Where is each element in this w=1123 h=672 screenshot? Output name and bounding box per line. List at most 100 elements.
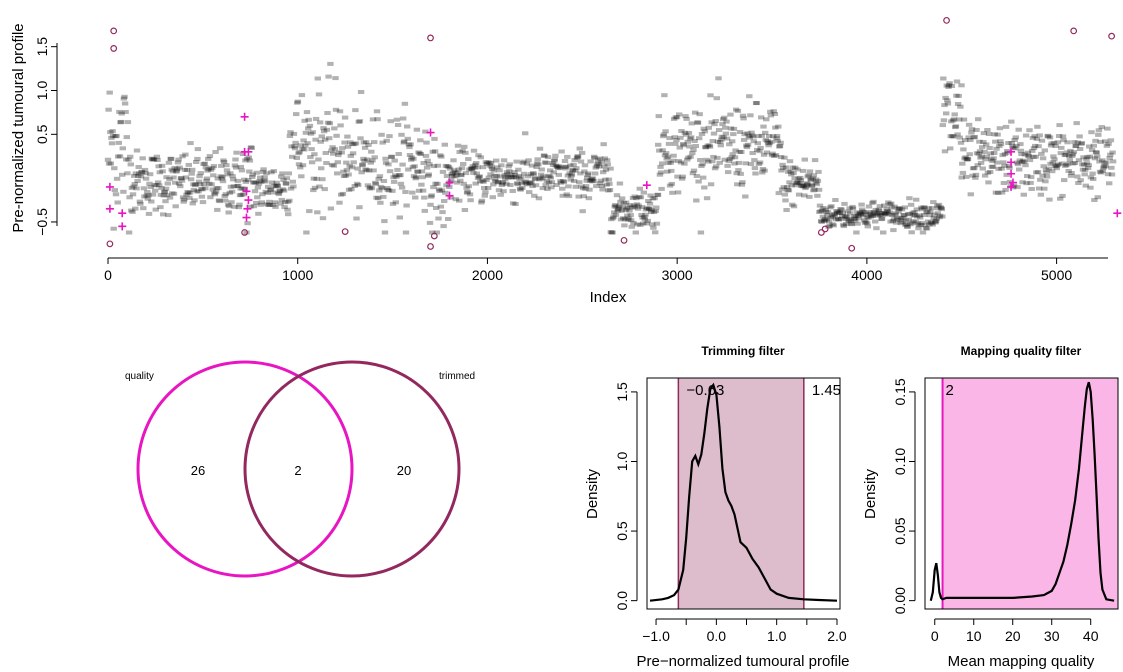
scatter-point: [684, 157, 691, 162]
scatter-point: [178, 176, 185, 181]
scatter-point: [479, 165, 487, 170]
scatter-point: [376, 188, 383, 193]
scatter-point: [492, 179, 499, 184]
scatter-point: [279, 187, 287, 192]
scatter-point: [832, 198, 839, 202]
scatter-point: [679, 174, 686, 179]
scatter-point: [973, 151, 981, 156]
scatter-point: [1100, 165, 1107, 170]
scatter-point: [417, 152, 424, 156]
scatter-point: [129, 209, 136, 214]
scatter-point: [719, 117, 727, 122]
scatter-point: [1015, 127, 1022, 132]
scatter-point: [734, 182, 741, 187]
scatter-point: [245, 178, 252, 183]
scatter-point: [143, 193, 150, 198]
scatter-point: [354, 166, 361, 171]
scatter-point: [547, 168, 554, 173]
scatter-point: [1074, 174, 1081, 179]
scatter-point: [313, 176, 320, 181]
scatter-point: [1105, 141, 1112, 146]
scatter-point: [463, 185, 470, 190]
scatter-point: [131, 182, 138, 186]
scatter-point: [977, 160, 985, 165]
scatter-point: [363, 140, 370, 145]
scatter-point: [840, 224, 848, 229]
scatter-point: [868, 212, 875, 217]
scatter-point: [837, 207, 844, 212]
scatter-point: [547, 175, 554, 180]
scatter-point: [1008, 141, 1015, 146]
scatter-point: [789, 165, 797, 170]
scatter-point: [874, 213, 882, 218]
scatter-point: [499, 180, 507, 185]
scatter-point: [291, 146, 299, 151]
scatter-point: [886, 210, 893, 215]
scatter-point: [568, 172, 576, 177]
scatter-point: [844, 214, 851, 219]
scatter-point: [691, 139, 698, 143]
scatter-point: [830, 223, 837, 228]
scatter-point: [621, 223, 628, 228]
scatter-point: [889, 212, 896, 217]
scatter-point: [742, 161, 749, 166]
scatter-point: [596, 164, 603, 169]
scatter-point: [1086, 154, 1093, 159]
scatter-point: [1057, 196, 1064, 201]
scatter-point: [402, 190, 409, 194]
scatter-point: [601, 156, 609, 161]
scatter-point: [394, 123, 402, 127]
scatter-point: [241, 186, 248, 191]
scatter-point: [604, 158, 611, 163]
scatter-point: [186, 195, 193, 200]
scatter-point: [834, 209, 841, 214]
scatter-point: [1093, 150, 1100, 155]
scatter-point: [268, 180, 276, 185]
scatter-point: [1071, 140, 1078, 145]
scatter-point: [381, 230, 389, 235]
scatter-point: [418, 182, 425, 187]
scatter-point: [226, 190, 233, 195]
scatter-point: [215, 186, 222, 191]
scatter-point: [214, 207, 221, 212]
scatter-point: [234, 178, 241, 183]
scatter-point: [537, 172, 545, 177]
scatter-point: [207, 195, 214, 200]
scatter-point: [947, 134, 954, 139]
scatter-point: [397, 173, 404, 178]
scatter-point: [324, 111, 331, 115]
scatter-point: [211, 192, 219, 197]
scatter-point: [613, 193, 621, 198]
scatter-point: [369, 158, 376, 163]
scatter-point: [173, 168, 181, 173]
scatter-point: [446, 185, 453, 189]
scatter-point: [903, 222, 910, 227]
scatter-point: [1028, 175, 1035, 180]
scatter-point: [562, 166, 569, 171]
scatter-point: [566, 171, 573, 176]
scatter-point: [995, 166, 1002, 171]
scatter-point: [373, 195, 380, 200]
scatter-point: [735, 168, 742, 173]
scatter-point: [702, 145, 710, 150]
scatter-point: [972, 172, 980, 177]
scatter-point: [849, 206, 857, 211]
scatter-point: [1064, 140, 1071, 145]
scatter-point: [395, 152, 402, 156]
scatter-point: [611, 204, 618, 209]
scatter-point: [251, 189, 259, 194]
scatter-point: [882, 211, 889, 216]
scatter-point: [739, 113, 747, 118]
scatter-point: [242, 179, 250, 184]
mq-plot-box: [924, 377, 1119, 610]
scatter-point: [905, 217, 912, 222]
scatter-point: [998, 190, 1006, 195]
scatter-point: [1046, 135, 1054, 140]
scatter-point: [443, 183, 450, 188]
scatter-point: [905, 211, 912, 216]
scatter-point: [556, 165, 564, 170]
scatter-point: [253, 200, 260, 205]
scatter-point: [205, 156, 212, 161]
scatter-point: [785, 188, 793, 193]
scatter-point: [224, 202, 232, 207]
